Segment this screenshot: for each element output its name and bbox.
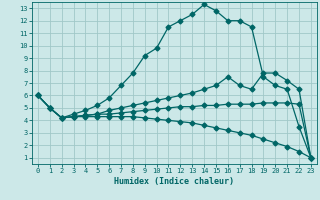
X-axis label: Humidex (Indice chaleur): Humidex (Indice chaleur) xyxy=(115,177,234,186)
